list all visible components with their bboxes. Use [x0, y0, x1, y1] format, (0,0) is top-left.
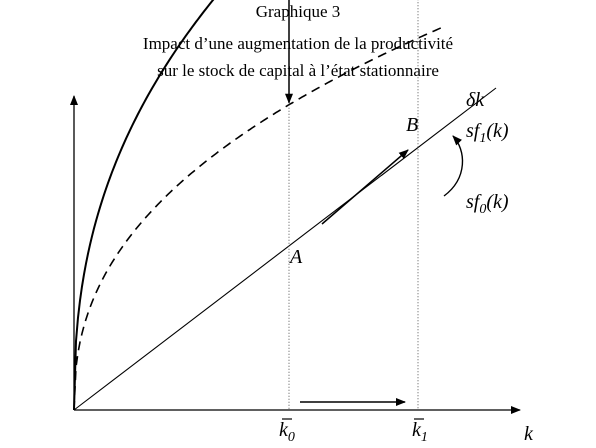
x-axis-label: k — [524, 423, 534, 445]
tick-label-k0-main: k — [279, 419, 289, 441]
label-sf1: sf1(k) — [466, 120, 509, 146]
label-sf1-main: sf — [466, 120, 482, 142]
chart-title: Graphique 3 — [255, 2, 341, 21]
series-sf1-curve — [73, 0, 215, 411]
label-sf1-arg: (k) — [486, 120, 509, 142]
label-sf0-arg: (k) — [486, 191, 509, 213]
label-delta-k: δk — [466, 89, 485, 111]
tick-label-k1-sub: 1 — [421, 430, 428, 445]
tick-label-k1-main: k — [412, 419, 422, 441]
chart-subtitle-line-1: Impact d’une augmentation de la producti… — [142, 34, 454, 53]
curve-shift-arrow — [443, 135, 464, 197]
label-sf1-sub: 1 — [479, 131, 486, 146]
label-sf0-main: sf — [466, 191, 482, 213]
series-delta-k-line — [73, 87, 497, 411]
tick-label-k0: k0 — [279, 419, 295, 445]
chart-subtitle-line-2: sur le stock de capital à l’état station… — [157, 61, 439, 80]
diagonal-movement-arrow — [321, 149, 409, 225]
label-sf0: sf0(k) — [466, 191, 509, 217]
tick-label-k1: k1 — [412, 419, 428, 445]
label-point-b: B — [406, 114, 418, 136]
label-point-a: A — [288, 246, 303, 268]
tick-label-k0-sub: 0 — [288, 430, 295, 445]
series-sf0-curve — [73, 24, 447, 411]
label-sf0-sub: 0 — [479, 202, 486, 217]
